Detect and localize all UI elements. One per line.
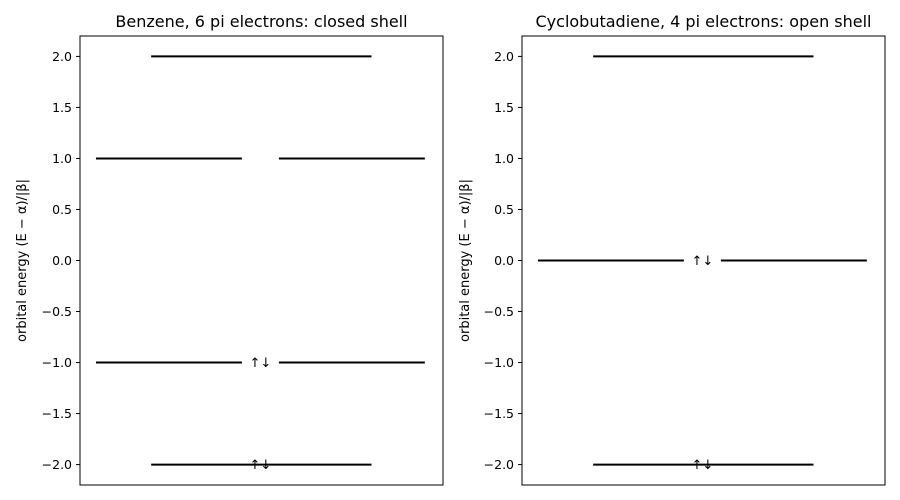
electron-occupation-label: ↑↓: [250, 458, 272, 473]
y-tick-label: 0.0: [52, 253, 72, 268]
electron-occupation-label: ↑↓: [250, 356, 272, 371]
y-tick-label: 1.5: [52, 100, 72, 115]
y-tick-label: 1.0: [494, 151, 514, 166]
electron-occupation-label: ↑↓: [692, 458, 714, 473]
y-tick-label: 1.5: [494, 100, 514, 115]
chart-title: Cyclobutadiene, 4 pi electrons: open she…: [536, 12, 872, 31]
y-tick-label: −1.5: [42, 406, 72, 421]
y-tick-label: 0.5: [52, 202, 72, 217]
y-tick-label: −1.0: [42, 355, 72, 370]
y-tick-label: −1.0: [484, 355, 514, 370]
y-tick-label: 0.5: [494, 202, 514, 217]
y-tick-label: −0.5: [42, 304, 72, 319]
y-axis-label: orbital energy (E − α)/|β|: [458, 179, 473, 342]
y-tick-label: −1.5: [484, 406, 514, 421]
y-tick-label: −0.5: [484, 304, 514, 319]
y-tick-label: 0.0: [494, 253, 514, 268]
y-tick-label: 2.0: [52, 49, 72, 64]
axes-frame: [79, 35, 444, 486]
y-tick-label: −2.0: [484, 457, 514, 472]
y-tick-label: −2.0: [42, 457, 72, 472]
electron-occupation-label: ↑↓: [692, 254, 714, 269]
y-axis-label: orbital energy (E − α)/|β|: [15, 179, 30, 342]
y-tick-label: 1.0: [52, 151, 72, 166]
chart-title: Benzene, 6 pi electrons: closed shell: [115, 12, 407, 31]
y-tick-label: 2.0: [494, 49, 514, 64]
